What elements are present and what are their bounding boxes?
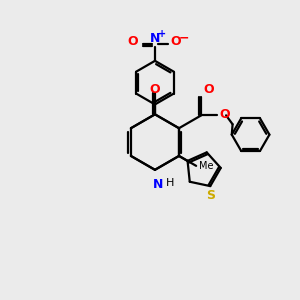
Text: N: N: [150, 32, 160, 45]
Text: O: O: [171, 34, 182, 47]
Text: O: O: [150, 83, 160, 96]
Text: +: +: [158, 29, 166, 39]
Text: Me: Me: [199, 161, 214, 171]
Text: N: N: [153, 178, 163, 191]
Text: S: S: [206, 189, 215, 202]
Text: −: −: [179, 32, 189, 44]
Text: H: H: [166, 178, 174, 188]
Text: O: O: [128, 34, 138, 47]
Text: O: O: [203, 82, 214, 95]
Text: O: O: [219, 108, 230, 121]
